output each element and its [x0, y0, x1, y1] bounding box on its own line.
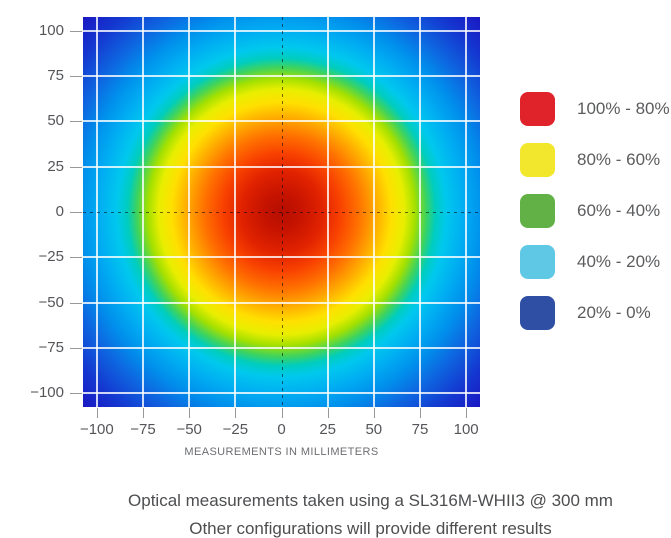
legend: 100% - 80% 80% - 60% 60% - 40% 40% - 20% 20%… [520, 92, 670, 330]
legend-item: 80% - 60% [520, 143, 670, 177]
legend-label: 40% - 20% [577, 252, 661, 271]
legend-swatch [520, 245, 555, 279]
x-tick-label: 75 [411, 421, 429, 438]
legend-item: 20% - 0% [520, 296, 670, 330]
legend-label: 100% - 80% [577, 99, 670, 118]
caption-line-2: Other configurations will provide differ… [189, 519, 552, 538]
caption-line-1: Optical measurements taken using a SL316… [128, 491, 613, 510]
y-tick [70, 257, 82, 259]
x-tick [96, 408, 98, 418]
x-tick [281, 408, 283, 418]
x-tick [466, 408, 468, 418]
y-tick [70, 302, 82, 304]
x-tick-label: −100 [79, 421, 114, 438]
y-tick [70, 75, 82, 77]
legend-item: 100% - 80% [520, 92, 670, 126]
x-tick [373, 408, 375, 418]
y-tick-label: 100 [38, 21, 64, 39]
x-tick-label: −25 [222, 421, 249, 438]
y-tick-label: −50 [38, 293, 64, 311]
legend-swatch [520, 143, 555, 177]
y-tick [70, 166, 82, 168]
x-axis-title: MEASUREMENTS IN MILLIMETERS [184, 446, 379, 458]
y-tick-label: −75 [38, 339, 64, 357]
zero-axis-horizontal [83, 212, 480, 213]
legend-swatch [520, 92, 555, 126]
y-tick [70, 212, 82, 213]
caption: Optical measurements taken using a SL316… [70, 487, 671, 538]
legend-label: 20% - 0% [577, 303, 651, 322]
x-tick-label: 25 [319, 421, 336, 438]
legend-item: 40% - 20% [520, 245, 670, 279]
x-tick [235, 408, 237, 418]
x-tick-label: 100 [453, 421, 479, 438]
x-tick [189, 408, 191, 418]
x-tick [327, 408, 329, 418]
y-tick-label: 25 [47, 157, 64, 175]
legend-swatch [520, 194, 555, 228]
y-tick-label: −25 [38, 248, 64, 266]
y-tick [70, 348, 82, 350]
y-tick-label: −100 [30, 384, 64, 402]
x-tick-label: 50 [365, 421, 383, 438]
x-tick [143, 408, 144, 418]
x-tick-label: −50 [176, 421, 202, 438]
legend-label: 60% - 40% [577, 201, 661, 220]
x-tick [419, 408, 421, 418]
legend-label: 80% - 60% [577, 150, 661, 169]
legend-item: 60% - 40% [520, 194, 670, 228]
x-tick-label: −75 [130, 421, 156, 438]
y-tick-label: 75 [47, 66, 64, 84]
x-tick-label: 0 [277, 421, 286, 438]
y-tick-label: 0 [55, 203, 64, 220]
y-tick-label: 50 [47, 112, 64, 130]
y-tick [70, 121, 82, 123]
legend-swatch [520, 296, 555, 330]
heatmap-plot [83, 17, 480, 407]
y-tick [70, 393, 82, 395]
y-tick [70, 30, 82, 32]
